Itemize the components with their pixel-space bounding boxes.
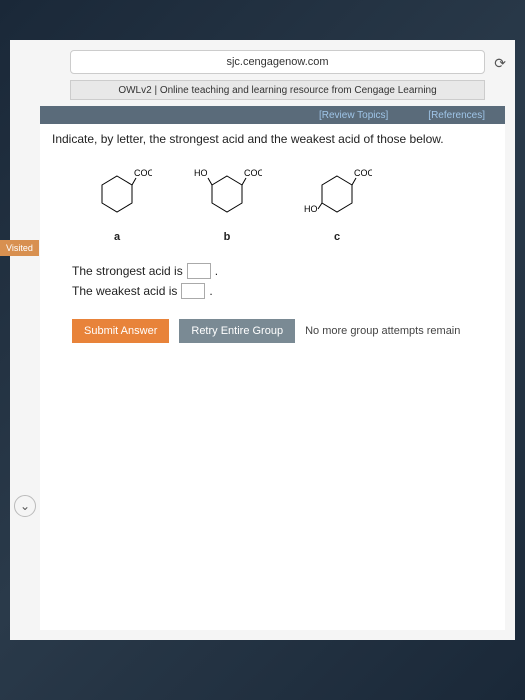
- weakest-line: The weakest acid is .: [72, 283, 493, 299]
- molecule-a: COOH a: [82, 164, 152, 243]
- question-content: Indicate, by letter, the strongest acid …: [40, 124, 505, 630]
- instruction-text: Indicate, by letter, the strongest acid …: [52, 132, 493, 146]
- retry-button[interactable]: Retry Entire Group: [179, 319, 295, 343]
- svg-text:COOH: COOH: [244, 168, 262, 178]
- tab-title: OWLv2 | Online teaching and learning res…: [70, 80, 485, 100]
- strongest-line: The strongest acid is .: [72, 263, 493, 279]
- chevron-down-icon[interactable]: ⌄: [14, 495, 36, 517]
- svg-text:HO: HO: [304, 204, 318, 214]
- molecule-b-label: b: [192, 231, 262, 243]
- references-link[interactable]: [References]: [428, 110, 485, 121]
- refresh-icon[interactable]: ⟳: [494, 55, 506, 72]
- strongest-input[interactable]: [187, 263, 211, 279]
- svg-text:HO: HO: [194, 168, 208, 178]
- svg-text:COOH: COOH: [354, 168, 372, 178]
- attempts-text: No more group attempts remain: [305, 325, 460, 337]
- molecules-row: COOH a COOH HO b COOH: [82, 164, 493, 243]
- svg-text:COOH: COOH: [134, 168, 152, 178]
- url-text: sjc.cengagenow.com: [226, 56, 328, 68]
- molecule-a-label: a: [82, 231, 152, 243]
- molecule-c: COOH HO c: [302, 164, 372, 243]
- submit-button[interactable]: Submit Answer: [72, 319, 169, 343]
- molecule-b: COOH HO b: [192, 164, 262, 243]
- review-topics-link[interactable]: [Review Topics]: [319, 110, 388, 121]
- topic-links-bar: [Review Topics] [References]: [40, 106, 505, 124]
- molecule-c-label: c: [302, 231, 372, 243]
- visited-badge: Visited: [0, 240, 39, 256]
- weakest-input[interactable]: [181, 283, 205, 299]
- address-bar[interactable]: sjc.cengagenow.com ⟳: [70, 50, 485, 74]
